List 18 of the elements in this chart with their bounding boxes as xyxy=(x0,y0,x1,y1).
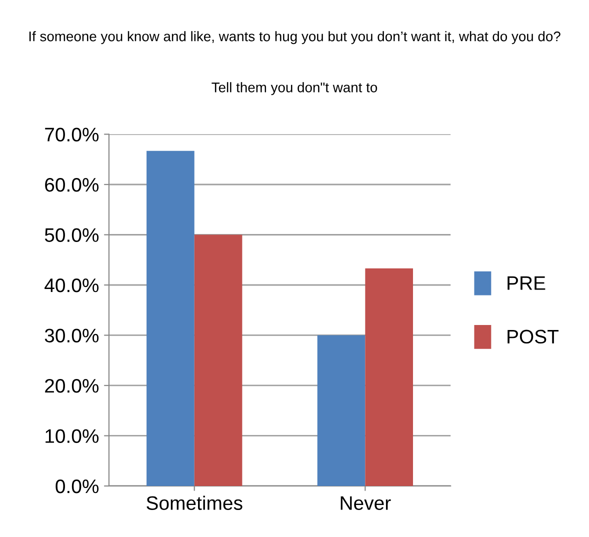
bar xyxy=(146,150,194,486)
legend-label: PRE xyxy=(508,276,546,290)
legend-label: POST xyxy=(508,330,559,344)
y-tick-label: 30.0% xyxy=(44,328,99,342)
y-tick-label: 40.0% xyxy=(44,278,99,292)
x-tick-label: Sometimes xyxy=(146,496,242,510)
bar xyxy=(365,268,414,486)
y-tick-label: 50.0% xyxy=(44,228,99,242)
y-tick-label: 10.0% xyxy=(46,429,99,443)
bar xyxy=(317,335,366,486)
chart-title: If someone you know and like, wants to hug you but you don’t want it, what do you do? xyxy=(29,31,560,44)
y-tick-label: 0.0% xyxy=(56,479,99,494)
chart-subtitle: Tell them you don"t want to xyxy=(212,82,378,96)
y-tick-label: 70.0% xyxy=(45,128,99,142)
y-tick-label: 20.0% xyxy=(45,378,99,393)
y-tick-label: 60.0% xyxy=(45,178,99,192)
x-tick-label: Never xyxy=(340,496,391,510)
bar xyxy=(194,234,242,486)
